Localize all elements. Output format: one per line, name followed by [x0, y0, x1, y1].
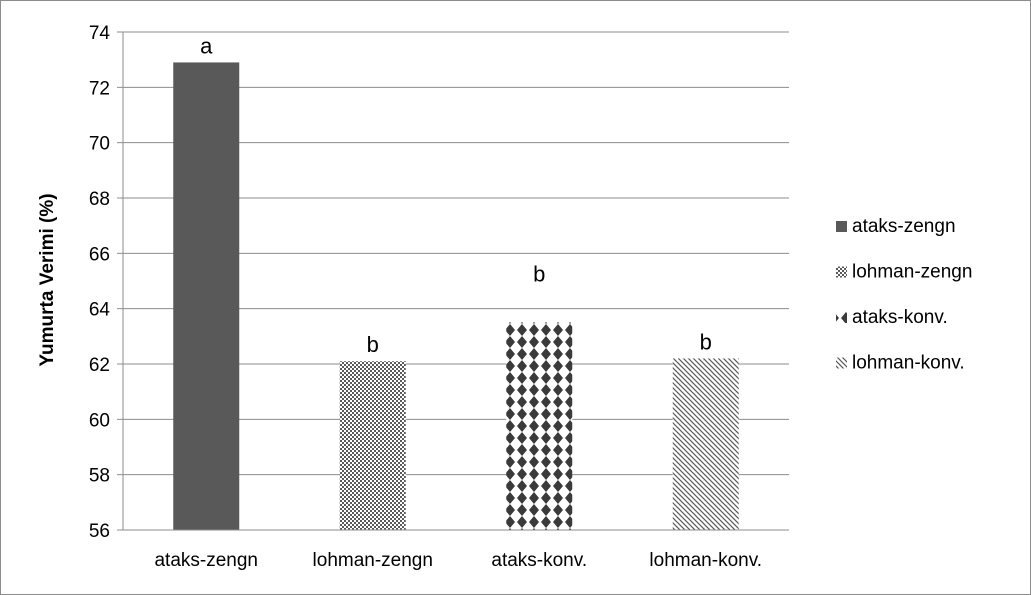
- significance-label: b: [367, 332, 379, 357]
- x-tick-label: ataks-konv.: [491, 550, 587, 571]
- y-axis-label: Yumurta Verimi (%): [37, 193, 58, 366]
- axes: [122, 32, 789, 531]
- y-tick-labels: 56 58 60 62 64 66 68 70 72 74: [89, 23, 111, 542]
- y-tick-label: 58: [89, 466, 110, 487]
- y-tick-label: 56: [89, 521, 110, 542]
- bar-2: [339, 361, 406, 530]
- y-tick-label: 74: [89, 23, 111, 44]
- significance-label: b: [533, 262, 545, 287]
- legend-swatch: [836, 266, 847, 278]
- legend-swatch: [836, 357, 847, 369]
- significance-labels: a b b b: [200, 33, 712, 357]
- legend-label: lohman-konv.: [852, 353, 965, 374]
- significance-label: b: [700, 329, 712, 354]
- legend-label: lohman-zengn: [852, 262, 972, 283]
- y-tick-label: 62: [89, 355, 110, 376]
- legend-swatch: [836, 221, 847, 232]
- legend: ataks-zengn lohman-zengn ataks-konv. lohman…: [836, 216, 972, 374]
- y-tick-label: 64: [89, 300, 111, 321]
- x-tick-labels: ataks-zengn lohman-zengn ataks-konv. lohman…: [154, 550, 762, 571]
- x-tick-label: lohman-konv.: [649, 550, 762, 571]
- bar-1: [173, 62, 240, 530]
- bar-4: [672, 358, 739, 530]
- y-tick-label: 70: [89, 134, 110, 155]
- bars: [173, 62, 739, 530]
- x-tick-label: ataks-zengn: [154, 550, 258, 571]
- y-tick-label: 72: [89, 78, 110, 99]
- legend-label: ataks-zengn: [852, 216, 956, 237]
- y-tick-label: 66: [89, 244, 110, 265]
- bar-3: [506, 322, 573, 530]
- x-tick-label: lohman-zengn: [313, 550, 433, 571]
- y-tick-label: 60: [89, 410, 110, 431]
- legend-swatch: [836, 312, 847, 323]
- y-tick-label: 68: [89, 189, 110, 210]
- legend-label: ataks-konv.: [852, 307, 948, 328]
- significance-label: a: [200, 33, 213, 58]
